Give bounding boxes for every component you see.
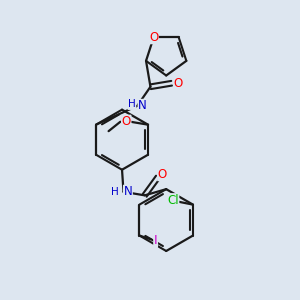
- Text: O: O: [122, 115, 131, 128]
- Text: O: O: [173, 77, 183, 90]
- Text: O: O: [149, 31, 158, 44]
- Text: N: N: [124, 185, 132, 198]
- Text: O: O: [158, 168, 167, 181]
- Text: H: H: [111, 187, 119, 197]
- Text: H: H: [128, 99, 136, 110]
- Text: Cl: Cl: [167, 194, 179, 207]
- Text: N: N: [138, 99, 147, 112]
- Text: I: I: [154, 234, 158, 247]
